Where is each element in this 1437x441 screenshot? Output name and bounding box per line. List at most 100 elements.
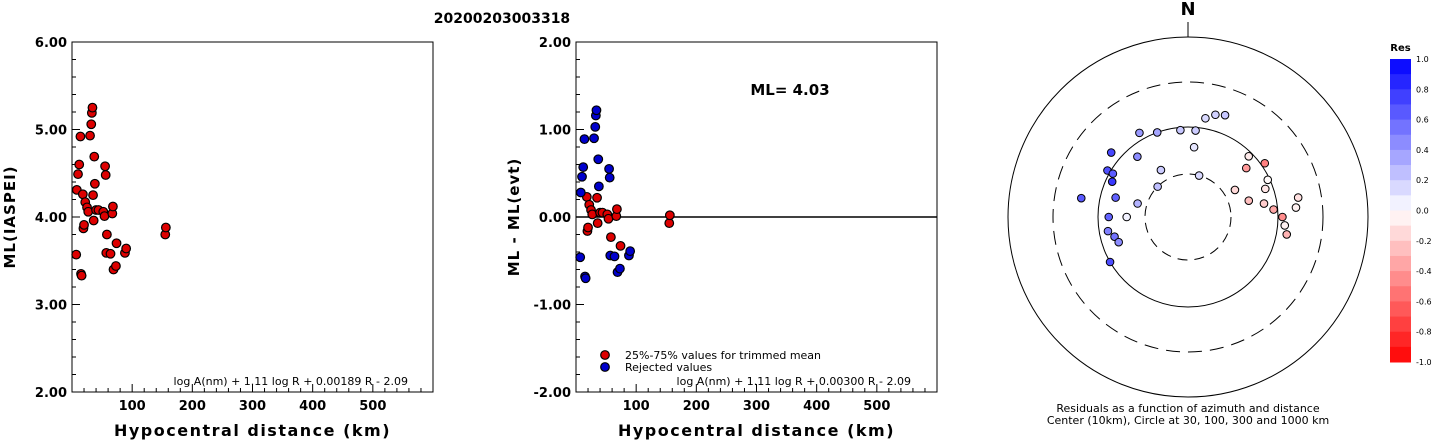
y-tick-label: -2.00 — [534, 386, 571, 401]
residual-point — [1111, 193, 1120, 202]
data-point — [575, 187, 586, 198]
colorbar-segment — [1390, 271, 1411, 287]
residual-point — [1076, 193, 1086, 203]
data-point — [89, 178, 100, 189]
colorbar-tick-label: 0.8 — [1416, 85, 1429, 94]
residual-point — [1260, 158, 1270, 168]
y-tick-label: 6.00 — [35, 36, 67, 51]
colorbar-tick-label: 0.2 — [1416, 176, 1429, 185]
data-point — [612, 204, 622, 215]
colorbar-title: Res — [1390, 43, 1410, 54]
residual-point — [1263, 175, 1273, 185]
x-tick-label: 100 — [119, 399, 146, 414]
north-label: N — [1180, 0, 1195, 20]
data-point — [87, 102, 98, 113]
colorbar-tick-label: 0.4 — [1416, 146, 1429, 155]
colorbar-segment — [1390, 346, 1411, 363]
data-point — [111, 261, 121, 271]
data-point — [76, 270, 87, 281]
data-point — [591, 105, 602, 116]
residual-point — [1259, 199, 1269, 208]
data-point — [89, 151, 100, 162]
legend-label: 25%-75% values for trimmed mean — [625, 349, 821, 362]
data-point — [625, 246, 636, 257]
y-axis-label: ML(IASPEI) — [1, 165, 19, 268]
residual-point — [1106, 148, 1116, 157]
residual-point — [1156, 165, 1166, 175]
colorbar-tick-label: -0.8 — [1416, 328, 1432, 337]
caption-line-1: Residuals as a function of azimuth and d… — [1056, 402, 1319, 415]
x-tick-label: 500 — [863, 399, 890, 414]
colorbar-tick-label: -0.4 — [1416, 267, 1432, 276]
x-tick-label: 200 — [179, 399, 206, 414]
y-tick-label: 4.00 — [35, 211, 67, 226]
data-point — [108, 201, 118, 212]
ring-30km — [1144, 173, 1232, 261]
y-tick-label: 2.00 — [35, 386, 67, 401]
data-point — [71, 249, 82, 260]
data-point — [609, 251, 620, 262]
residual-point — [1104, 212, 1114, 222]
colorbar-segment — [1390, 225, 1411, 242]
legend-marker — [600, 362, 610, 372]
data-point — [101, 229, 112, 240]
residual-point — [1189, 142, 1199, 152]
data-point — [604, 163, 614, 174]
data-point — [77, 189, 88, 200]
data-point — [664, 210, 675, 221]
data-point — [664, 218, 675, 229]
data-point — [85, 130, 95, 141]
data-point — [86, 119, 97, 130]
residual-point — [1135, 128, 1144, 138]
data-point — [580, 273, 591, 284]
data-point — [83, 206, 94, 217]
colorbar-segment — [1390, 301, 1411, 318]
residual-point — [1108, 169, 1118, 178]
residual-point — [1194, 171, 1204, 180]
residual-point — [1152, 128, 1162, 137]
data-point — [593, 154, 604, 165]
x-tick-label: 300 — [743, 399, 770, 414]
data-point — [88, 190, 98, 201]
y-axis-label: ML - ML(evt) — [505, 158, 523, 276]
x-axis-label: Hypocentral distance (km) — [114, 421, 391, 440]
data-point — [105, 248, 116, 259]
colorbar-segment — [1390, 134, 1411, 151]
colorbar-segment — [1390, 119, 1411, 136]
residual-point — [1291, 203, 1301, 212]
colorbar-segment — [1390, 195, 1411, 211]
colorbar-tick-label: -0.6 — [1416, 297, 1432, 306]
data-point — [100, 170, 111, 180]
data-point — [160, 222, 171, 233]
colorbar-tick-label: -0.2 — [1416, 237, 1432, 246]
colorbar-tick-label: 1.0 — [1416, 55, 1429, 64]
data-point — [575, 252, 586, 263]
data-point — [615, 263, 625, 274]
data-point — [605, 232, 616, 243]
y-tick-label: 1.00 — [539, 124, 571, 139]
residual-point — [1293, 193, 1303, 202]
residual-point — [1230, 185, 1240, 195]
y-tick-label: -1.00 — [534, 299, 571, 314]
y-tick-label: 2.00 — [539, 36, 571, 51]
formula-text: log A(nm) + 1.11 log R + 0.00300 R - 2.0… — [677, 375, 911, 388]
colorbar-segment — [1390, 89, 1411, 105]
legend-marker — [600, 350, 610, 360]
residual-point — [1201, 113, 1210, 123]
data-point — [587, 209, 598, 220]
data-point — [111, 238, 122, 249]
data-point — [592, 218, 603, 229]
residual-point — [1133, 152, 1142, 161]
data-point — [604, 172, 615, 183]
data-point — [592, 192, 602, 203]
data-point — [579, 134, 590, 145]
data-point — [583, 222, 593, 233]
figure-title: 20200203003318 — [434, 11, 570, 27]
data-point — [79, 219, 89, 230]
residual-point — [1107, 177, 1117, 186]
colorbar-tick-label: 0.6 — [1416, 116, 1429, 125]
residual-point — [1133, 199, 1142, 208]
residual-point — [1105, 257, 1115, 267]
residual-point — [1153, 182, 1162, 191]
data-point — [73, 169, 83, 180]
